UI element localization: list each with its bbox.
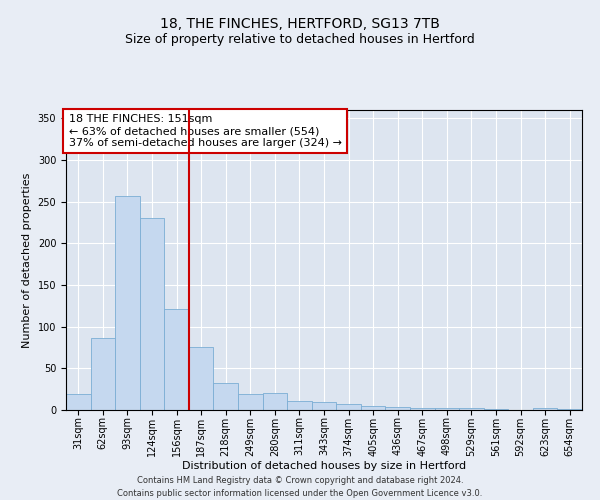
Bar (557, 409, 582, 410)
Bar (189, 346, 214, 410)
Bar (484, 409, 508, 410)
Bar (312, 402, 336, 410)
Bar (533, 408, 557, 410)
Bar (164, 309, 189, 410)
Bar (66, 394, 91, 410)
Bar (91, 338, 115, 410)
Bar (263, 394, 287, 410)
Text: 18 THE FINCHES: 151sqm
← 63% of detached houses are smaller (554)
37% of semi-de: 18 THE FINCHES: 151sqm ← 63% of detached… (68, 114, 341, 148)
Bar (361, 406, 385, 410)
Bar (287, 401, 312, 410)
Text: Contains HM Land Registry data © Crown copyright and database right 2024.
Contai: Contains HM Land Registry data © Crown c… (118, 476, 482, 498)
Text: 18, THE FINCHES, HERTFORD, SG13 7TB: 18, THE FINCHES, HERTFORD, SG13 7TB (160, 18, 440, 32)
Bar (434, 408, 459, 410)
Y-axis label: Number of detached properties: Number of detached properties (22, 172, 32, 348)
Bar (336, 404, 361, 410)
Bar (238, 394, 263, 410)
Bar (214, 382, 238, 410)
Bar (140, 218, 164, 410)
X-axis label: Distribution of detached houses by size in Hertford: Distribution of detached houses by size … (182, 461, 466, 471)
Bar (115, 196, 140, 410)
Bar (410, 408, 434, 410)
Bar (385, 406, 410, 410)
Bar (459, 408, 484, 410)
Text: Size of property relative to detached houses in Hertford: Size of property relative to detached ho… (125, 32, 475, 46)
